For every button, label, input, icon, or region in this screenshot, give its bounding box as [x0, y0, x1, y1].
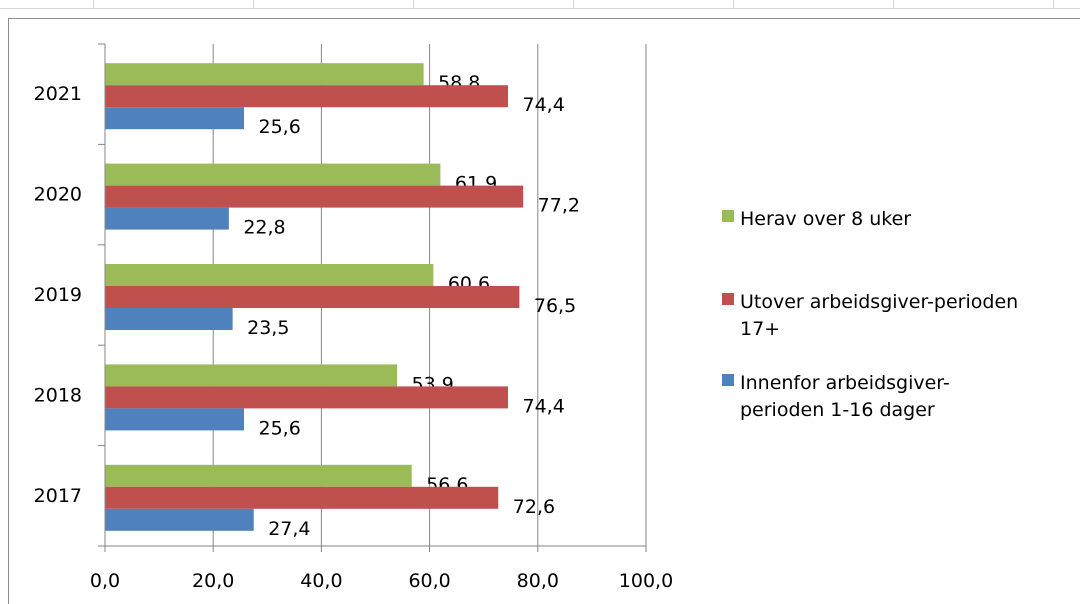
- data-label: 23,5: [247, 317, 289, 339]
- data-label: 22,8: [243, 217, 285, 239]
- y-category-label: 2018: [34, 384, 82, 406]
- spreadsheet-column-divider: [573, 0, 574, 8]
- y-category-label: 2021: [34, 83, 82, 105]
- spreadsheet-column-divider: [93, 0, 94, 8]
- legend-label: 17+: [740, 318, 780, 340]
- bar: [105, 207, 229, 230]
- x-tick-label: 40,0: [300, 570, 342, 592]
- bar: [105, 486, 499, 509]
- data-label: 25,6: [258, 417, 300, 439]
- bar: [105, 185, 524, 208]
- data-label: 77,2: [538, 195, 580, 217]
- spreadsheet-column-divider: [253, 0, 254, 8]
- bar: [105, 308, 233, 330]
- legend-swatch: [722, 293, 734, 305]
- data-label: 72,6: [513, 496, 555, 518]
- bar: [105, 85, 509, 108]
- legend-swatch: [722, 210, 734, 222]
- spreadsheet-column-divider: [413, 0, 414, 8]
- x-tick-label: 80,0: [517, 570, 559, 592]
- data-label: 76,5: [534, 295, 576, 317]
- bar: [105, 364, 398, 387]
- y-category-label: 2019: [34, 284, 82, 306]
- x-tick-label: 20,0: [192, 570, 234, 592]
- bar: [105, 163, 441, 186]
- bar: [105, 264, 434, 286]
- spreadsheet-column-divider: [1053, 0, 1054, 8]
- legend-label: Innenfor arbeidsgiver-: [740, 372, 950, 394]
- legend-label: perioden 1-16 dager: [740, 399, 935, 421]
- bar: [105, 63, 424, 86]
- data-label: 74,4: [523, 94, 565, 116]
- data-label: 27,4: [268, 518, 310, 540]
- spreadsheet-column-strip: [0, 0, 1080, 9]
- data-label: 25,6: [258, 116, 300, 138]
- legend-label: Herav over 8 uker: [740, 208, 911, 230]
- bar: [105, 508, 254, 531]
- x-tick-label: 0,0: [90, 570, 120, 592]
- data-label: 74,4: [523, 395, 565, 417]
- x-tick-label: 100,0: [619, 570, 673, 592]
- legend-label: Utover arbeidsgiver-perioden: [740, 291, 1018, 313]
- legend-swatch: [722, 374, 734, 386]
- bar: [105, 408, 244, 431]
- bar: [105, 386, 509, 409]
- spreadsheet-column-divider: [893, 0, 894, 8]
- x-tick-label: 60,0: [408, 570, 450, 592]
- bar: [105, 286, 520, 308]
- y-category-label: 2017: [34, 485, 82, 507]
- bar: [105, 464, 412, 487]
- bar: [105, 107, 244, 130]
- spreadsheet-column-divider: [733, 0, 734, 8]
- y-category-label: 2020: [34, 184, 82, 206]
